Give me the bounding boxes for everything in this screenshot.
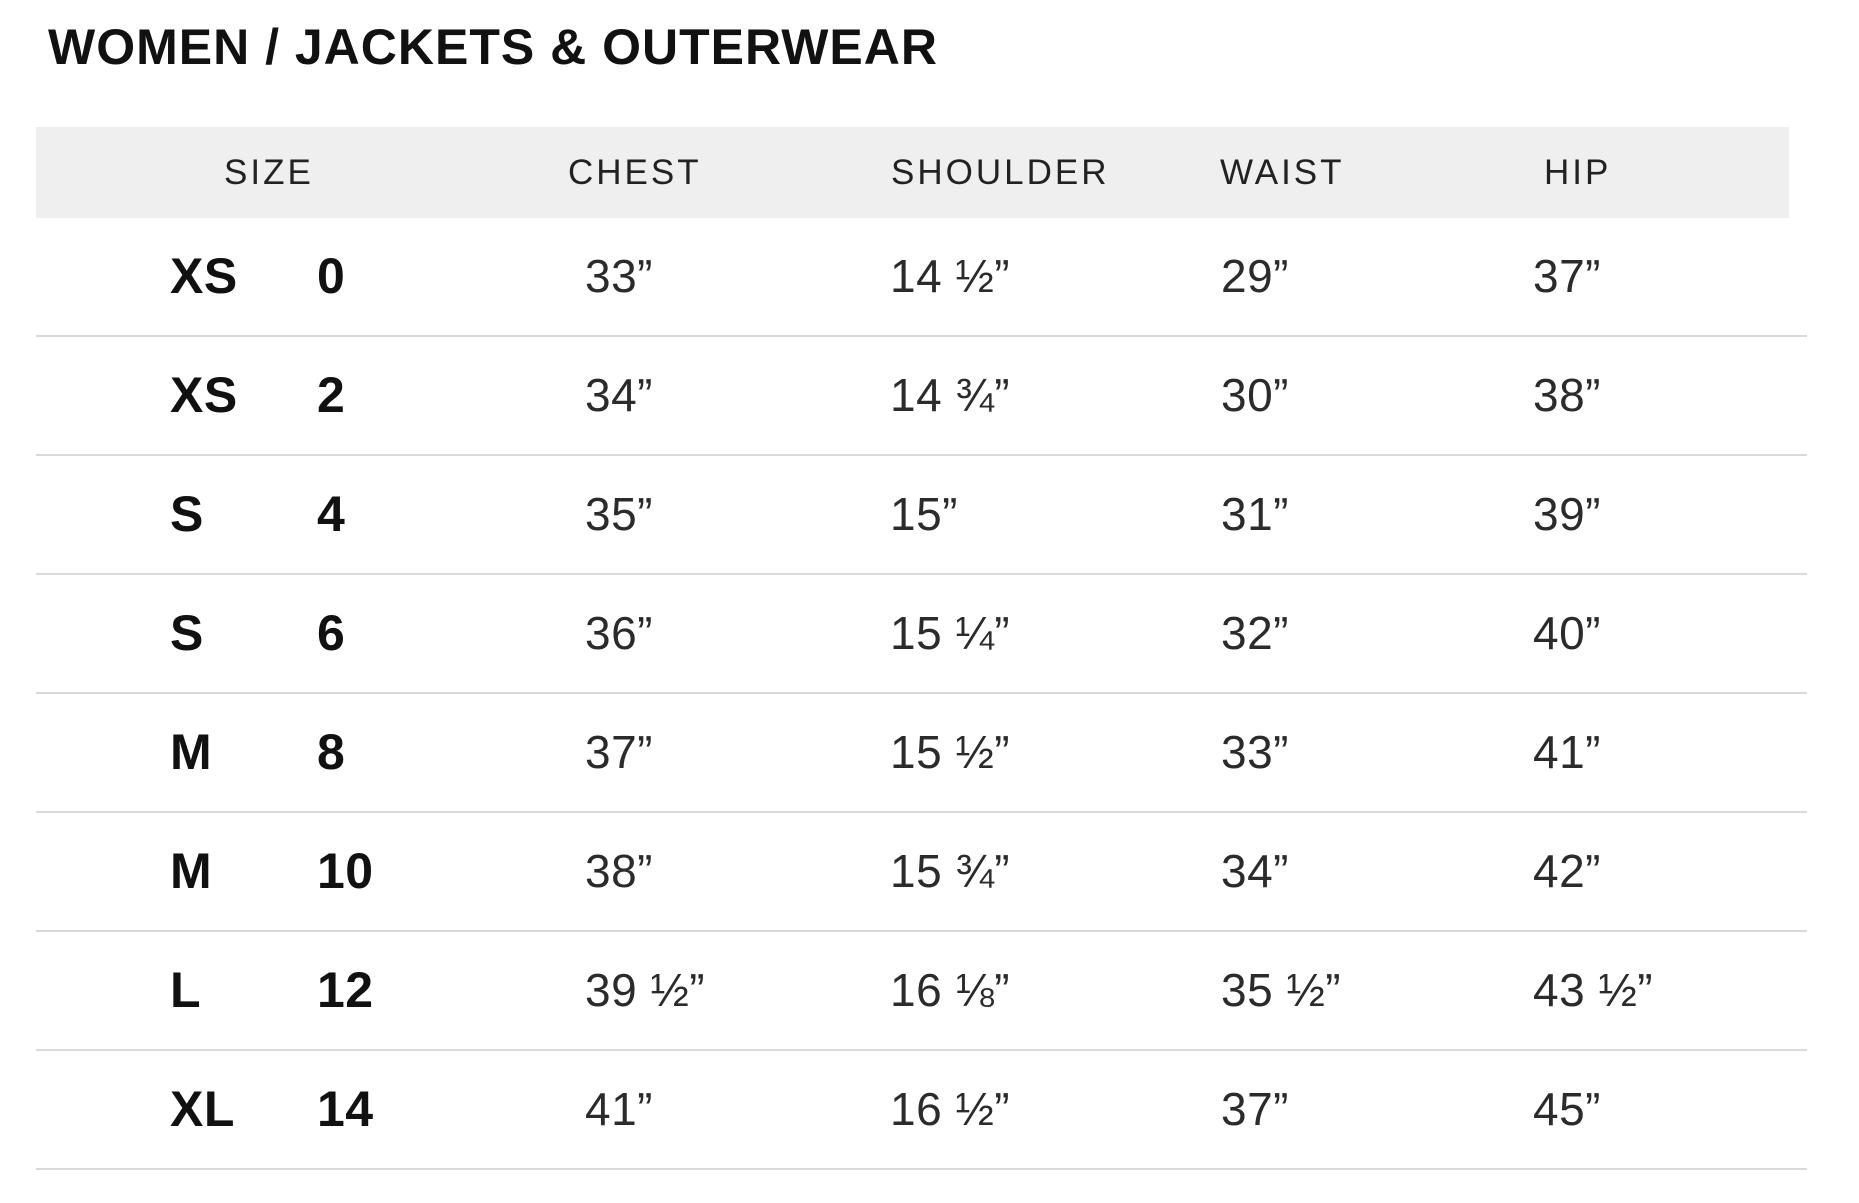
- table-row: XS 2 34” 14 ¾” 30” 38”: [36, 337, 1807, 456]
- cell-size-number: 8: [317, 723, 346, 780]
- table-row: L 12 39 ½” 16 ⅛” 35 ½” 43 ½”: [36, 932, 1807, 1051]
- cell-size-letter: M: [170, 842, 213, 899]
- cell-size-number: 14: [317, 1080, 374, 1137]
- cell-size-number: 2: [317, 366, 346, 423]
- cell-waist: 32”: [1221, 606, 1289, 659]
- cell-chest: 35”: [585, 487, 653, 540]
- cell-shoulder: 14 ½”: [890, 249, 1011, 302]
- cell-shoulder: 14 ¾”: [890, 368, 1011, 421]
- cell-size-number: 0: [317, 247, 346, 304]
- cell-size-letter: XL: [170, 1080, 235, 1137]
- cell-chest: 34”: [585, 368, 653, 421]
- cell-chest: 37”: [585, 725, 653, 778]
- cell-waist: 29”: [1221, 249, 1289, 302]
- table-row: XL 14 41” 16 ½” 37” 45”: [36, 1051, 1807, 1170]
- cell-hip: 38”: [1533, 368, 1601, 421]
- table-row: M 10 38” 15 ¾” 34” 42”: [36, 813, 1807, 932]
- header-shoulder: SHOULDER: [891, 152, 1110, 192]
- cell-size-letter: S: [170, 485, 204, 542]
- cell-hip: 41”: [1533, 725, 1601, 778]
- size-chart-table: SIZE CHEST SHOULDER WAIST HIP XS 0 33” 1…: [36, 127, 1807, 1170]
- cell-hip: 39”: [1533, 487, 1601, 540]
- cell-chest: 36”: [585, 606, 653, 659]
- table-header-row: SIZE CHEST SHOULDER WAIST HIP: [36, 127, 1789, 218]
- cell-hip: 40”: [1533, 606, 1601, 659]
- cell-waist: 35 ½”: [1221, 963, 1342, 1016]
- cell-hip: 42”: [1533, 844, 1601, 897]
- cell-size-number: 10: [317, 842, 374, 899]
- cell-shoulder: 15 ¼”: [890, 606, 1011, 659]
- cell-waist: 33”: [1221, 725, 1289, 778]
- cell-chest: 33”: [585, 249, 653, 302]
- cell-size-letter: XS: [170, 247, 238, 304]
- cell-size-letter: XS: [170, 366, 238, 423]
- header-size: SIZE: [224, 152, 314, 192]
- cell-waist: 34”: [1221, 844, 1289, 897]
- cell-shoulder: 15”: [890, 487, 958, 540]
- cell-size-number: 4: [317, 485, 346, 542]
- page-title: WOMEN / JACKETS & OUTERWEAR: [48, 19, 938, 75]
- header-waist: WAIST: [1220, 152, 1345, 192]
- cell-waist: 30”: [1221, 368, 1289, 421]
- cell-chest: 39 ½”: [585, 963, 706, 1016]
- cell-chest: 41”: [585, 1082, 653, 1135]
- cell-size-letter: M: [170, 723, 213, 780]
- cell-shoulder: 16 ½”: [890, 1082, 1011, 1135]
- cell-shoulder: 16 ⅛”: [890, 963, 1011, 1016]
- cell-size-number: 12: [317, 961, 374, 1018]
- table-row: M 8 37” 15 ½” 33” 41”: [36, 694, 1807, 813]
- cell-size-letter: L: [170, 961, 202, 1018]
- cell-waist: 37”: [1221, 1082, 1289, 1135]
- table-row: S 6 36” 15 ¼” 32” 40”: [36, 575, 1807, 694]
- cell-shoulder: 15 ½”: [890, 725, 1011, 778]
- header-hip: HIP: [1544, 152, 1612, 192]
- cell-hip: 37”: [1533, 249, 1601, 302]
- cell-size-letter: S: [170, 604, 204, 661]
- cell-hip: 45”: [1533, 1082, 1601, 1135]
- table-row: S 4 35” 15” 31” 39”: [36, 456, 1807, 575]
- cell-chest: 38”: [585, 844, 653, 897]
- table-row: XS 0 33” 14 ½” 29” 37”: [36, 218, 1807, 337]
- cell-size-number: 6: [317, 604, 346, 661]
- cell-waist: 31”: [1221, 487, 1289, 540]
- header-chest: CHEST: [568, 152, 702, 192]
- cell-shoulder: 15 ¾”: [890, 844, 1011, 897]
- cell-hip: 43 ½”: [1533, 963, 1654, 1016]
